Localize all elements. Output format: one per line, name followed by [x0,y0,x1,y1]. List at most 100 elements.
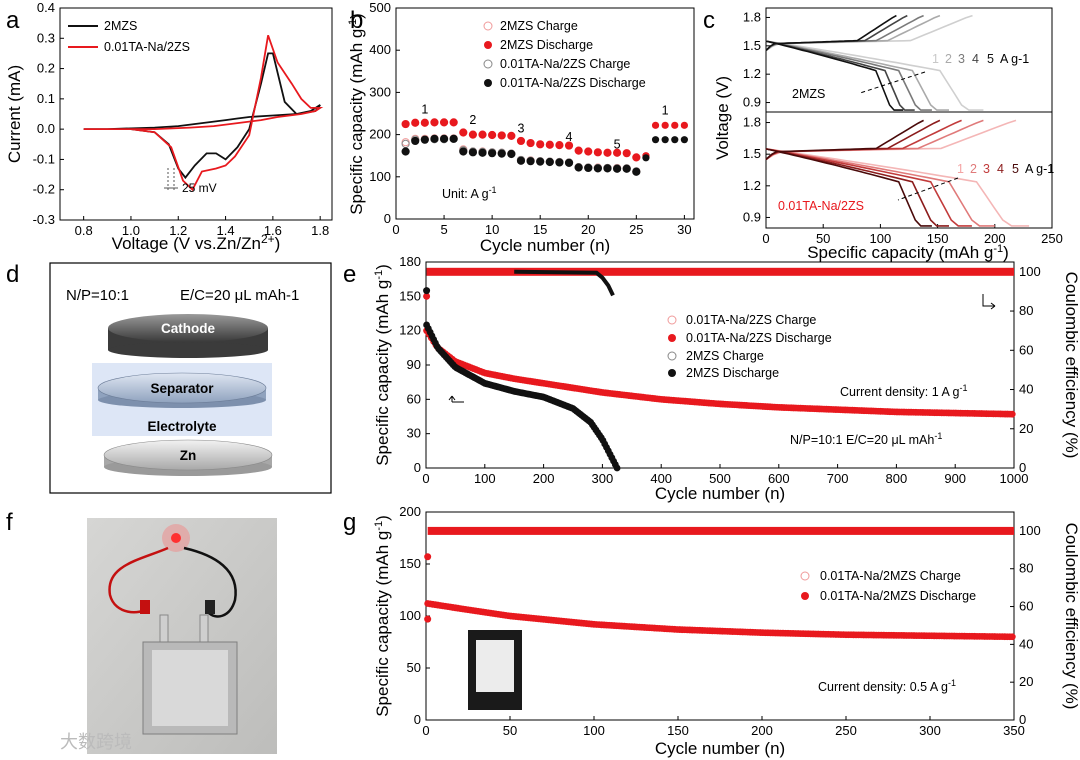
rate-point [488,149,497,158]
rate-label: 1 [662,103,669,117]
rate-number: 2 [970,162,977,176]
rate-arrow [859,71,926,94]
rate-point [536,157,545,166]
rate-point [661,121,669,129]
x-tick-label: 30 [677,222,691,237]
x-tick-label: 5 [440,222,447,237]
rate-number: 5 [1012,162,1019,176]
x-tick-label: 100 [474,471,496,486]
rate-point [574,146,583,155]
legend-e-2mzs-charge: 2MZS Charge [686,349,764,363]
y-tick-label: 0 [414,712,421,727]
cv-x-axis-label: Voltage (V vs.Zn/Zn2+) [112,232,281,253]
cv-plot-frame [59,7,333,221]
x-tick-label: 500 [709,471,731,486]
y-tick-label: 300 [369,84,391,99]
x-tick-label: 900 [944,471,966,486]
x-tick-label: 10 [485,222,499,237]
rate-point [488,130,497,140]
y-tick-label: -0.2 [33,182,55,197]
red-wire [108,546,169,614]
pouch-inner [152,650,228,726]
legend-g-charge: 0.01TA-Na/2MZS Charge [820,569,961,583]
y-tick-label: -0.1 [33,151,55,166]
y2-tick-label: 20 [1019,674,1033,689]
rate-point [478,130,487,139]
rate-unit-note: Unit: A g-1 [442,185,497,201]
pouch-cell-photo [87,518,277,754]
rate-point [468,148,478,157]
y2-tick-label: 80 [1019,303,1033,318]
np-ratio: N/P=10:1 [66,287,129,304]
y2-tick-label: 20 [1019,421,1033,436]
legend-marker [668,369,676,377]
x-tick-label: 50 [503,723,517,738]
x-tick-label: 0 [392,222,399,237]
rate-label: 4 [566,130,573,144]
rate-point [603,148,612,157]
rate-y-axis-label: Specific capacity (mAh g-1) [347,13,366,215]
rate-point [545,140,554,149]
rate-number: 1 [932,52,939,66]
electrolyte-label: Electrolyte [147,419,217,434]
x-tick-label: 150 [667,723,689,738]
cv-curve-ta [83,35,324,192]
legend-e-ta-charge: 0.01TA-Na/2ZS Charge [686,313,816,327]
current-density-g: Current density: 0.5 A g-1 [818,678,956,694]
cycling-1A-y-axis-label: Specific capacity (mAh g-1) [373,264,392,466]
ce-red-band [426,267,1014,276]
rate-label: 3 [517,121,524,135]
rate-arrow [897,177,959,201]
rate-point [671,121,679,129]
discharge-curve [765,148,1030,227]
y-tick-label: 60 [407,391,421,406]
rate-point [401,138,410,147]
legend-marker [667,351,677,361]
rate-point [622,149,631,158]
black-wire [183,546,237,618]
x-tick-label: 700 [827,471,849,486]
legend-e-2mzs-discharge: 2MZS Discharge [686,366,779,380]
rate-number: 4 [997,162,1004,176]
legend-g-discharge: 0.01TA-Na/2MZS Discharge [820,589,976,603]
rate-point [564,141,574,150]
x-tick-label: 25 [629,222,643,237]
rate-point [497,149,506,158]
y-tick-label: 0.9 [743,209,761,224]
x-tick-label: 800 [886,471,908,486]
rate-point [555,158,564,167]
cell-schematic: N/P=10:1 E/C=20 μL mAh-1 Cathode Separat… [49,262,332,494]
ratio-note-e: N/P=10:1 E/C=20 μL mAh-1 [790,431,942,447]
x-tick-label: 100 [870,231,892,246]
rate-point [651,121,660,129]
y-tick-label: 0.0 [37,121,55,136]
rate-point [526,138,535,148]
rate-point [536,140,545,149]
y-tick-label: 0 [414,460,421,475]
cycling-05A-chart: 0 50 100 150 200 250 300 3500501001502000204060… [373,504,1080,758]
discharge-curve [765,148,949,227]
rate-label: 2 [469,113,476,127]
rate-point [516,156,526,165]
rate-point [507,149,516,159]
zn-top [103,439,273,471]
discharge-curve [765,40,932,111]
x-tick-label: 200 [751,723,773,738]
legend-marker [484,79,492,87]
legend-marker [668,334,676,342]
x-tick-label: 600 [768,471,790,486]
inset-pouch [476,640,514,692]
y2-tick-label: 40 [1019,382,1033,397]
y-tick-label: 500 [369,0,391,15]
y2-tick-label: 0 [1019,460,1026,475]
y-tick-label: 0.1 [37,91,55,106]
rate-point [459,128,468,137]
legend-marker [801,592,809,600]
black-clip [205,600,215,614]
rate-point [526,157,535,166]
rate-point [420,118,429,127]
x-tick-label: 1000 [1000,471,1029,486]
panel-label-b: b [350,7,363,34]
rate-point [603,164,612,173]
y-tick-label: 100 [369,169,391,184]
